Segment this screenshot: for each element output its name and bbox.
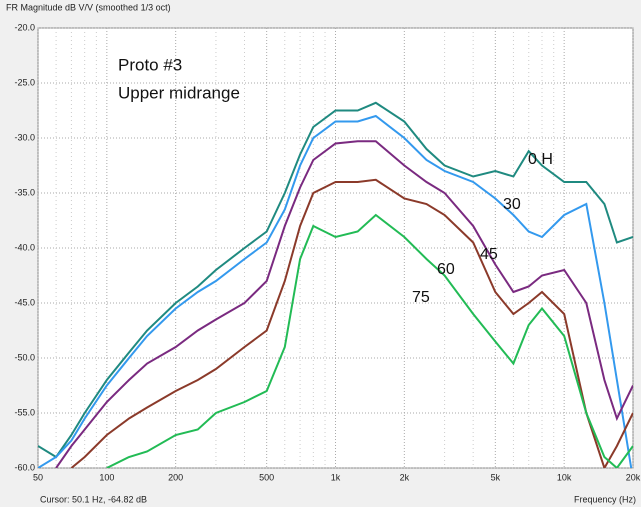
lines	[38, 101, 633, 468]
series-line	[70, 178, 633, 468]
y-tick-label: -45.0	[14, 297, 35, 307]
y-tick-label: -20.0	[14, 22, 35, 32]
y-tick-label: -25.0	[14, 77, 35, 87]
series-label: 45	[480, 246, 498, 263]
series-line	[38, 114, 633, 468]
x-tick-label: 200	[168, 472, 183, 482]
y-tick-label: -35.0	[14, 187, 35, 197]
x-tick-label: 100	[99, 472, 114, 482]
y-tick-label: -50.0	[14, 352, 35, 362]
series-label: 60	[437, 261, 455, 278]
series-label: 75	[412, 289, 430, 306]
series-line	[55, 140, 633, 468]
series-line	[38, 101, 633, 459]
annotation: Upper midrange	[118, 83, 240, 102]
cursor-readout: Cursor: 50.1 Hz, -64.82 dB	[40, 494, 147, 504]
series-label: 0 H	[528, 151, 553, 168]
chart-title: FR Magnitude dB V/V (smoothed 1/3 oct)	[6, 2, 171, 12]
y-tick-label: -40.0	[14, 242, 35, 252]
x-tick-label: 1k	[331, 472, 341, 482]
x-tick-label: 5k	[491, 472, 501, 482]
series-line	[106, 213, 633, 468]
x-tick-label: 500	[259, 472, 274, 482]
x-tick-label: 20k	[626, 472, 641, 482]
annotation: Proto #3	[118, 55, 182, 74]
x-tick-label: 50	[33, 472, 43, 482]
y-tick-label: -60.0	[14, 462, 35, 472]
y-tick-label: -30.0	[14, 132, 35, 142]
x-axis-label: Frequency (Hz)	[574, 494, 636, 504]
x-tick-label: 10k	[557, 472, 572, 482]
x-tick-label: 2k	[400, 472, 410, 482]
y-tick-label: -55.0	[14, 407, 35, 417]
series-label: 30	[503, 196, 521, 213]
